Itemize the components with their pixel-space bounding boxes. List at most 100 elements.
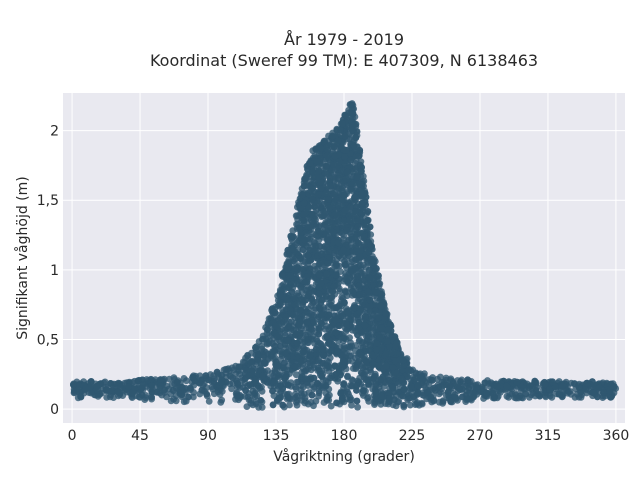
data-point [371, 380, 379, 388]
data-point [292, 371, 300, 379]
data-point [305, 289, 313, 297]
data-point [326, 204, 334, 212]
data-point [257, 397, 265, 404]
data-point [321, 221, 329, 229]
data-point [366, 296, 374, 304]
data-point [333, 399, 340, 407]
data-point [310, 313, 318, 320]
data-point [289, 227, 297, 235]
data-point [610, 383, 618, 390]
data-point [347, 203, 354, 211]
data-point [359, 387, 367, 394]
data-point [324, 260, 332, 267]
data-point [205, 398, 213, 405]
data-point [264, 367, 271, 374]
data-point [107, 380, 114, 387]
data-point [400, 403, 408, 411]
data-point [178, 383, 186, 391]
data-point [308, 325, 315, 333]
data-point [589, 389, 597, 396]
data-point [296, 205, 304, 212]
data-point [180, 398, 188, 406]
data-point [356, 291, 364, 299]
data-point [331, 362, 339, 370]
data-point [405, 366, 412, 374]
data-point [594, 393, 601, 401]
data-point [348, 126, 356, 134]
data-point [190, 393, 197, 401]
data-point [360, 277, 368, 284]
data-point [344, 388, 351, 396]
data-point [297, 229, 305, 236]
data-point [362, 193, 370, 201]
data-point [419, 376, 427, 383]
data-point [341, 288, 349, 296]
data-point [357, 306, 365, 314]
data-point [290, 294, 298, 302]
data-point [323, 357, 331, 365]
data-point [532, 387, 540, 394]
data-point [292, 212, 300, 220]
x-tick-label: 270 [467, 428, 494, 444]
data-point [347, 281, 355, 289]
data-point [355, 282, 363, 290]
data-point [382, 350, 390, 357]
data-point [245, 372, 253, 380]
data-point [588, 378, 596, 385]
data-point [312, 345, 320, 353]
data-point [284, 337, 292, 345]
data-point [315, 364, 322, 372]
data-point [304, 252, 312, 259]
data-point [347, 186, 355, 193]
y-tick-labels: 0 0,5 1 1,5 2 [37, 124, 59, 418]
data-point [310, 374, 318, 382]
data-point [558, 382, 566, 390]
data-point [414, 389, 422, 396]
data-point [315, 330, 323, 338]
data-point [277, 394, 284, 401]
data-point [305, 309, 313, 317]
data-point [279, 306, 286, 314]
data-point [94, 393, 102, 400]
data-point [300, 211, 307, 218]
data-point [356, 161, 364, 169]
data-point [362, 376, 370, 384]
data-point [342, 175, 350, 183]
data-point [340, 299, 348, 306]
data-point [359, 299, 366, 306]
data-point [274, 372, 282, 380]
data-point [513, 378, 521, 386]
x-tick-label: 45 [131, 428, 149, 444]
data-point [356, 374, 363, 382]
data-point [364, 207, 372, 215]
data-point [291, 265, 299, 272]
data-point [302, 375, 310, 382]
data-point [377, 324, 384, 332]
data-point [346, 216, 353, 223]
data-point [82, 385, 89, 392]
data-point [299, 246, 307, 254]
data-point [251, 393, 259, 400]
data-point [148, 382, 156, 389]
data-point [191, 377, 199, 385]
data-point [348, 401, 355, 409]
data-point [220, 366, 228, 374]
data-point [521, 390, 529, 398]
data-point [595, 384, 603, 392]
data-point [531, 392, 539, 400]
data-point [87, 378, 95, 386]
data-point [228, 385, 236, 393]
data-point [371, 401, 378, 408]
data-point [366, 274, 373, 282]
data-point [293, 339, 301, 347]
data-point [245, 396, 253, 404]
data-point [234, 380, 241, 387]
data-point [318, 296, 326, 304]
data-point [361, 322, 369, 329]
data-point [599, 394, 607, 401]
data-point [600, 388, 607, 396]
data-point [102, 386, 110, 394]
data-point [331, 153, 339, 160]
data-point [399, 392, 407, 400]
data-point [343, 146, 350, 154]
